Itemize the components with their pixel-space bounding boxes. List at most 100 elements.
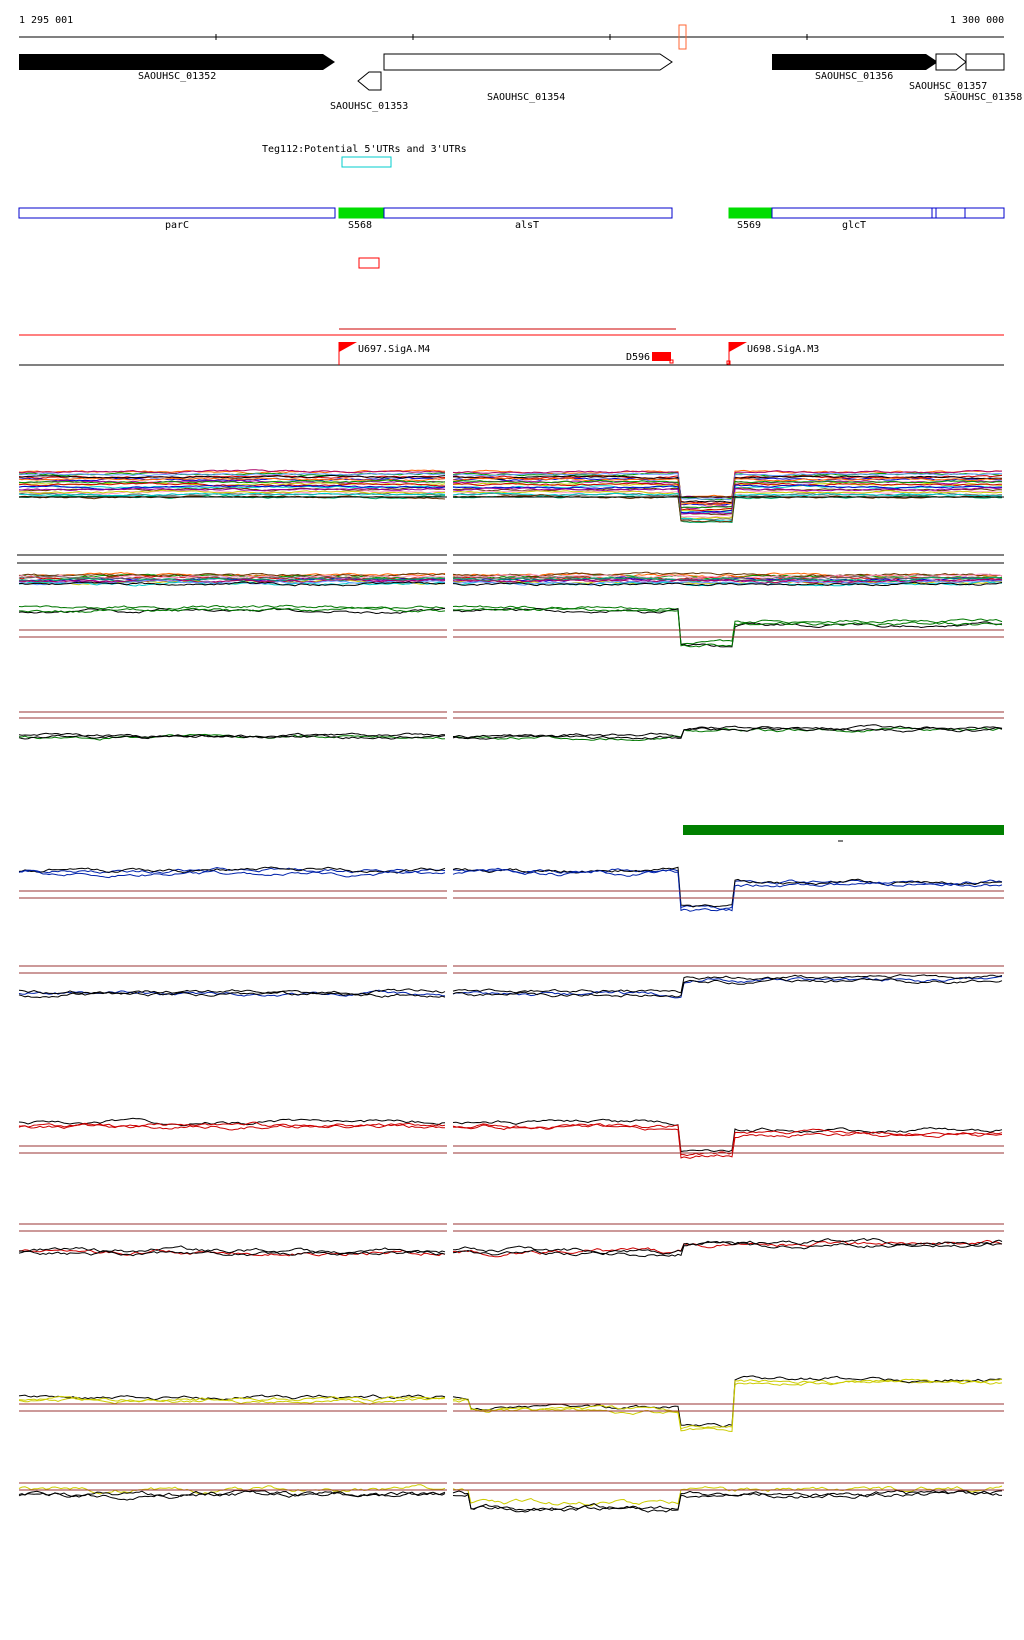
operon-label-alst: alsT (515, 220, 539, 231)
flag-u697[interactable] (339, 342, 357, 352)
panel1-trace (18, 492, 446, 497)
terminator-d596[interactable] (652, 352, 671, 361)
panel3-trace (452, 726, 1003, 740)
ruler-end-label: 1 300 000 (950, 15, 1004, 26)
gene-arrow-saouhsc-01358[interactable] (965, 53, 1005, 71)
promoter-label-u698: U698.SigA.M3 (747, 344, 819, 355)
panel2-green-trace (452, 606, 1003, 648)
operon-label-parc: parC (165, 220, 189, 231)
panel1-trace (18, 474, 446, 479)
flag-u698[interactable] (729, 342, 747, 352)
gene-arrow-saouhsc-01354[interactable] (383, 53, 673, 71)
panel1-trace (18, 479, 446, 484)
condition-bar[interactable] (683, 825, 1004, 835)
gene-label-saouhsc-01357: SAOUHSC_01357 (909, 81, 987, 92)
panel1-trace (18, 476, 446, 482)
panel1-trace (18, 489, 446, 495)
operon-alst[interactable] (383, 207, 673, 219)
operon-label-s569: S569 (737, 220, 761, 231)
terminator-label-d596: D596 (626, 352, 650, 363)
panel2-trace (452, 572, 1003, 578)
panel1-trace (452, 477, 1003, 506)
panel1-trace (453, 472, 1003, 501)
panel5-trace (452, 977, 1003, 998)
panel3-trace (18, 732, 446, 738)
panel7-trace (452, 1240, 1003, 1258)
gene-arrow-saouhsc-01356[interactable] (772, 54, 938, 70)
panel2-trace (452, 581, 1003, 587)
panel1-trace (452, 487, 1003, 515)
panel1-trace (452, 475, 1002, 504)
feature-small-box[interactable] (358, 257, 380, 269)
operon-label-glct: glcT (842, 220, 866, 231)
panel6-trace (452, 1123, 1003, 1159)
panel9-trace (18, 1489, 446, 1501)
panel2-green-trace (452, 607, 1003, 648)
panel3-trace (18, 733, 446, 740)
panel2-trace (18, 581, 446, 587)
panel8-trace (452, 1378, 1003, 1430)
gene-label-saouhsc-01356: SAOUHSC_01356 (815, 71, 893, 82)
panel2-green-trace (452, 605, 1003, 645)
panel2-green-trace (19, 606, 446, 613)
panel2-trace (18, 573, 445, 580)
panel3-trace (18, 733, 446, 741)
flag-base (726, 360, 731, 365)
panel1-trace (453, 490, 1002, 520)
gene-arrow-saouhsc-01357[interactable] (935, 53, 967, 71)
panel1-trace (18, 484, 446, 491)
promoter-label-u697: U697.SigA.M4 (358, 344, 430, 355)
gene-arrow-saouhsc-01353[interactable] (357, 71, 382, 91)
operon-parc[interactable] (18, 207, 336, 219)
panel8-trace (452, 1375, 1003, 1428)
promoter-block-s568[interactable] (338, 207, 385, 219)
utr-box[interactable] (341, 156, 392, 168)
panel1-trace (18, 472, 446, 477)
utr-track: Teg112:Potential 5'UTRs and 3'UTRs (262, 144, 467, 168)
gene-arrow-saouhsc-01352[interactable] (19, 54, 335, 70)
panel1-trace (18, 485, 446, 489)
panel1-trace (18, 469, 446, 474)
panel1-trace (18, 487, 446, 492)
panel6-trace (18, 1123, 445, 1131)
gene-label-saouhsc-01353: SAOUHSC_01353 (330, 101, 408, 112)
current-position-marker[interactable] (678, 24, 687, 50)
panel1-trace (18, 482, 446, 487)
panel4-trace (452, 866, 1002, 908)
panel7-trace (452, 1239, 1003, 1258)
panel6-trace (452, 1118, 1003, 1153)
panel9-trace (452, 1485, 1003, 1507)
panel2-trace (452, 580, 1003, 586)
panel4-trace (452, 867, 1003, 910)
panel1-trace (452, 484, 1003, 514)
expression-tracks (17, 469, 1004, 1513)
panel7-trace (18, 1250, 446, 1257)
gene-label-saouhsc-01352: SAOUHSC_01352 (138, 71, 216, 82)
terminator-d596-end (669, 359, 674, 364)
panel1-trace (452, 494, 1003, 523)
gene-label-saouhsc-01358: SAOUHSC_01358 (944, 92, 1022, 103)
panel4-trace (18, 866, 446, 874)
promoter-block-s569[interactable] (728, 207, 773, 219)
panel5-trace (452, 974, 1003, 994)
panel5-trace (18, 988, 446, 995)
panel2-trace (452, 573, 1003, 580)
panel2-green-trace (18, 604, 446, 610)
panel2-trace (18, 578, 446, 584)
panel4-trace (18, 869, 446, 879)
panel8-trace (18, 1395, 446, 1403)
panel2-trace (18, 574, 446, 580)
operon-label-s568: S568 (348, 220, 372, 231)
operon-track: parC S568 alsT S569 glcT (18, 207, 1005, 269)
operon-glct[interactable] (771, 207, 1005, 219)
panel1-trace (452, 482, 1003, 512)
panel4-trace (452, 869, 1003, 912)
gene-label-saouhsc-01354: SAOUHSC_01354 (487, 92, 565, 103)
utr-label: Teg112:Potential 5'UTRs and 3'UTRs (262, 144, 467, 155)
panel7-trace (452, 1237, 1003, 1256)
panel9-trace (18, 1490, 446, 1498)
promoter-track: U697.SigA.M4 D596 U698.SigA.M3 (19, 328, 1004, 366)
panel2-trace (18, 577, 446, 583)
panel5-trace (18, 990, 446, 999)
